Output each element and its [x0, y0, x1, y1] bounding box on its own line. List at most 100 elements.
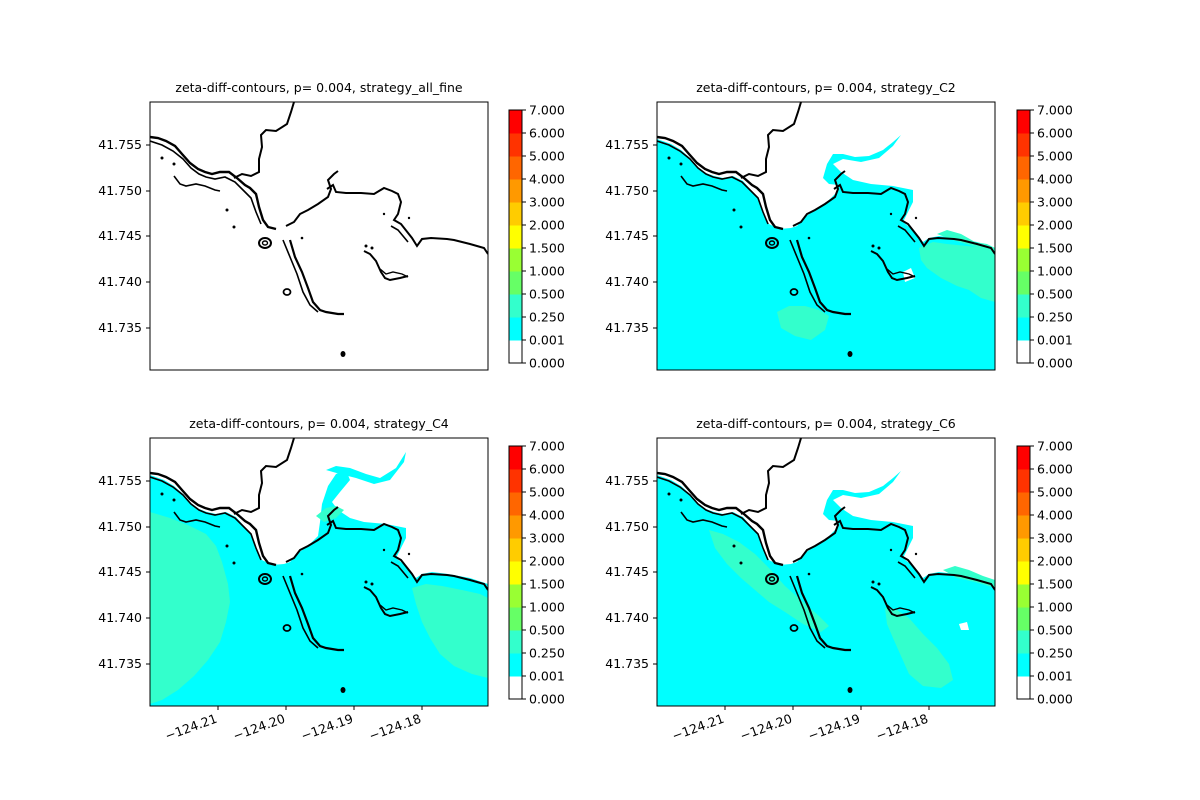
y-tick-label: 41.735: [98, 656, 142, 671]
colorbar-segment: [1017, 179, 1030, 203]
colorbar-tick-label: 4.000: [1037, 508, 1073, 523]
x-axis: −124.21 −124.20 −124.19 −124.18: [163, 706, 423, 743]
colorbar-tick-label: 1.500: [529, 241, 565, 256]
colorbar-tick-label: 0.000: [529, 356, 565, 371]
y-tick-label: 41.745: [605, 564, 649, 579]
colorbar-tick-label: 7.000: [1037, 103, 1073, 118]
x-tick-label: −124.20: [738, 711, 794, 744]
contour-fill-base: [150, 470, 488, 706]
colorbar-tick-label: 0.000: [1037, 356, 1073, 371]
colorbar-segment: [509, 653, 522, 677]
colorbar-segment: [509, 340, 522, 364]
y-tick-label: 41.745: [98, 564, 142, 579]
colorbar-segment: [1017, 469, 1030, 493]
y-tick-label: 41.755: [98, 473, 142, 488]
colorbar-segment: [1017, 538, 1030, 562]
colorbar-tick-label: 3.000: [1037, 531, 1073, 546]
contour-fill-0.25: [885, 608, 953, 688]
colorbar-tick-label: 5.000: [529, 485, 565, 500]
x-axis: −124.21 −124.20 −124.19 −124.18: [670, 706, 930, 743]
colorbar-segment: [509, 515, 522, 539]
colorbar-tick-label: 1.000: [1037, 264, 1073, 279]
colorbar-segment: [1017, 607, 1030, 631]
y-tick-label: 41.735: [98, 320, 142, 335]
panel-c2: zeta-diff-contours, p= 0.004, strategy_C…: [605, 80, 996, 371]
colorbar-tick-label: 5.000: [529, 149, 565, 164]
plot-background: [150, 102, 488, 370]
colorbar-segment: [1017, 446, 1030, 470]
colorbar-tick-label: 6.000: [529, 126, 565, 141]
y-tick-label: 41.740: [98, 610, 142, 625]
colorbar-tick-label: 2.000: [529, 554, 565, 569]
colorbar: 0.000 0.001 0.250 0.500 1.000 1.500 2.000 3.000…: [508, 103, 565, 371]
x-tick-label: −124.18: [367, 711, 423, 744]
colorbar-tick-label: 6.000: [529, 462, 565, 477]
y-tick-label: 41.745: [98, 228, 142, 243]
colorbar-segment: [1017, 515, 1030, 539]
y-tick-label: 41.755: [605, 473, 649, 488]
x-tick-label: −124.19: [299, 711, 355, 744]
colorbar-tick-label: 0.001: [1037, 333, 1073, 348]
contour-fill-0.25: [777, 306, 829, 340]
colorbar-segment: [509, 294, 522, 318]
colorbar-segment: [1017, 156, 1030, 180]
colorbar-segment: [509, 248, 522, 272]
colorbar-segment: [509, 271, 522, 295]
x-tick-label: −124.18: [874, 711, 930, 744]
y-axis: 41.735 41.740 41.745 41.750 41.755: [98, 137, 150, 335]
colorbars: 0.000 0.001 0.250 0.500 1.000 1.500 2.000 3.000…: [508, 103, 1073, 707]
colorbar-segment: [1017, 584, 1030, 608]
colorbar-segment: [1017, 630, 1030, 654]
colorbar-segment: [509, 179, 522, 203]
colorbar-tick-label: 0.001: [529, 669, 565, 684]
colorbar-segment: [1017, 340, 1030, 364]
colorbar-segment: [1017, 271, 1030, 295]
y-tick-label: 41.750: [98, 519, 142, 534]
colorbar-segment: [1017, 294, 1030, 318]
colorbar-segment: [509, 202, 522, 226]
y-tick-label: 41.740: [605, 610, 649, 625]
colorbar-tick-label: 0.250: [1037, 646, 1073, 661]
colorbar-segment: [509, 492, 522, 516]
y-tick-label: 41.750: [605, 183, 649, 198]
colorbar-tick-label: 0.500: [1037, 287, 1073, 302]
colorbar-tick-label: 1.000: [529, 600, 565, 615]
panel-all-fine: zeta-diff-contours, p= 0.004, strategy_a…: [98, 80, 489, 371]
panel-title: zeta-diff-contours, p= 0.004, strategy_C…: [696, 80, 956, 95]
y-tick-label: 41.745: [605, 228, 649, 243]
colorbar-tick-label: 0.500: [529, 623, 565, 638]
colorbar-segment: [509, 317, 522, 341]
colorbar-tick-label: 5.000: [1037, 485, 1073, 500]
y-axis: 41.735 41.740 41.745 41.750 41.755: [98, 473, 150, 671]
colorbar-tick-label: 1.500: [1037, 241, 1073, 256]
colorbar-segment: [509, 156, 522, 180]
colorbar-segment: [509, 607, 522, 631]
colorbar-tick-label: 0.000: [529, 692, 565, 707]
colorbar-tick-label: 1.500: [529, 577, 565, 592]
colorbar-segment: [509, 133, 522, 157]
colorbar-tick-label: 7.000: [529, 103, 565, 118]
colorbar-frame: [508, 445, 523, 700]
colorbar-segment: [1017, 110, 1030, 134]
colorbar-tick-label: 2.000: [1037, 554, 1073, 569]
colorbar-tick-label: 4.000: [529, 172, 565, 187]
colorbar-segment: [509, 584, 522, 608]
colorbar-segment: [1017, 561, 1030, 585]
y-tick-label: 41.740: [605, 274, 649, 289]
colorbar-tick-label: 0.250: [529, 310, 565, 325]
colorbar-tick-label: 0.001: [1037, 669, 1073, 684]
y-tick-label: 41.735: [605, 656, 649, 671]
contour-fill-0.25: [412, 584, 488, 678]
y-axis: 41.735 41.740 41.745 41.750 41.755: [605, 137, 657, 335]
colorbar-tick-label: 3.000: [529, 195, 565, 210]
panel-title: zeta-diff-contours, p= 0.004, strategy_a…: [175, 80, 463, 95]
colorbar-segment: [509, 630, 522, 654]
colorbar-frame: [1016, 445, 1031, 700]
y-tick-label: 41.740: [98, 274, 142, 289]
colorbar-segment: [509, 561, 522, 585]
contour-fill-0.25: [709, 530, 829, 632]
colorbar-tick-label: 4.000: [1037, 172, 1073, 187]
colorbar-tick-label: 0.500: [1037, 623, 1073, 638]
x-tick-label: −124.20: [231, 711, 287, 744]
y-axis: 41.735 41.740 41.745 41.750 41.755: [605, 473, 657, 671]
